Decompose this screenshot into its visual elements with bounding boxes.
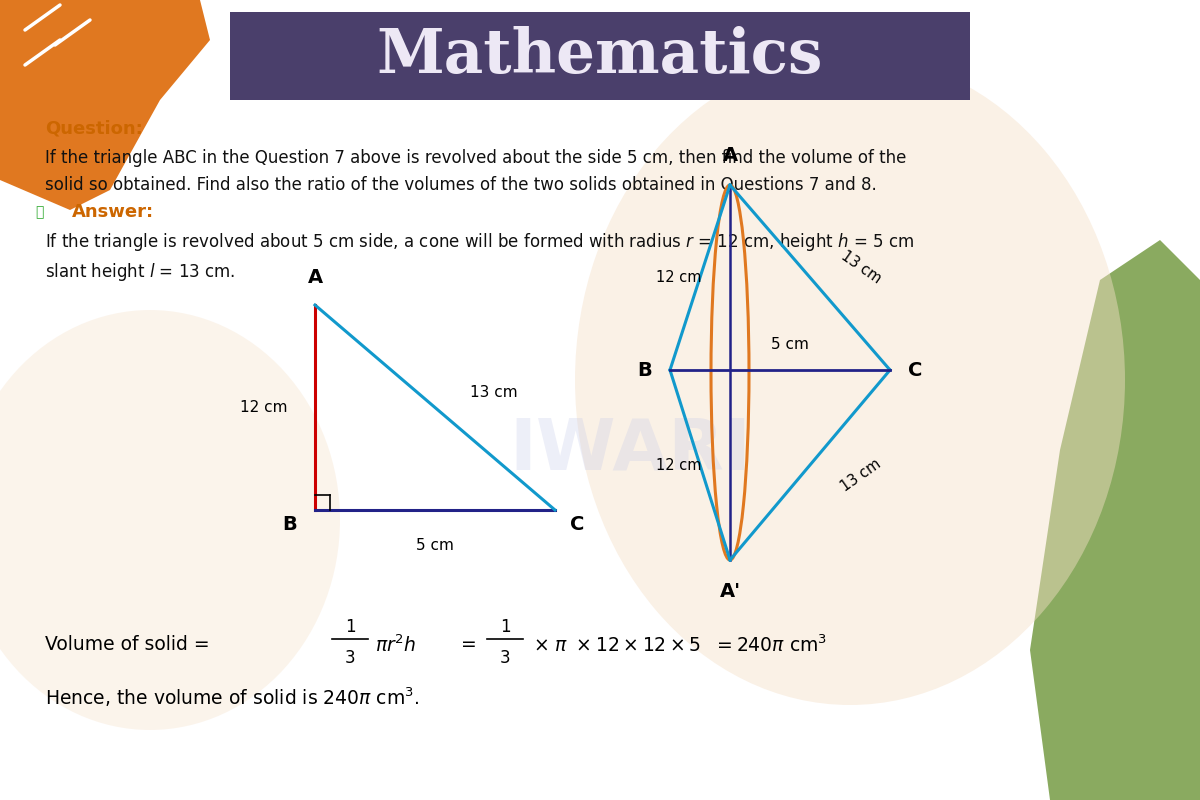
Text: 📝: 📝: [35, 205, 43, 219]
Text: =: =: [455, 635, 482, 654]
Text: Mathematics: Mathematics: [377, 26, 823, 86]
Text: Hence, the volume of solid is $240\pi$ cm$^3$.: Hence, the volume of solid is $240\pi$ c…: [46, 686, 420, 709]
Text: C: C: [570, 515, 584, 534]
Text: If the triangle is revolved about 5 cm side, a cone will be formed with radius $: If the triangle is revolved about 5 cm s…: [46, 231, 914, 253]
Text: slant height $l$ = 13 cm.: slant height $l$ = 13 cm.: [46, 261, 235, 283]
Polygon shape: [0, 0, 210, 210]
Text: A: A: [307, 268, 323, 287]
Text: 12 cm: 12 cm: [656, 458, 702, 473]
Text: IWARI: IWARI: [509, 415, 751, 485]
Text: B: B: [637, 361, 652, 379]
Text: A: A: [722, 146, 738, 165]
Text: solid so obtained. Find also the ratio of the volumes of the two solids obtained: solid so obtained. Find also the ratio o…: [46, 176, 877, 194]
Text: 13 cm: 13 cm: [838, 248, 883, 286]
Text: 5 cm: 5 cm: [416, 538, 454, 553]
FancyBboxPatch shape: [230, 12, 970, 100]
Text: 1: 1: [499, 618, 510, 636]
Text: A': A': [720, 582, 740, 601]
Text: Volume of solid =: Volume of solid =: [46, 635, 216, 654]
Text: $\times\ \pi\ \times 12 \times 12 \times 5\ \ = 240\pi\ \mathrm{cm}^3$: $\times\ \pi\ \times 12 \times 12 \times…: [533, 634, 827, 656]
Text: 12 cm: 12 cm: [656, 270, 702, 285]
Text: 12 cm: 12 cm: [240, 400, 287, 415]
Text: Answer:: Answer:: [72, 203, 154, 221]
Text: C: C: [908, 361, 923, 379]
Text: 3: 3: [344, 649, 355, 667]
Text: 13 cm: 13 cm: [838, 456, 883, 494]
Text: B: B: [282, 515, 298, 534]
Text: If the triangle ABC in the Question 7 above is revolved about the side 5 cm, the: If the triangle ABC in the Question 7 ab…: [46, 149, 906, 167]
Text: $\pi r^2 h$: $\pi r^2 h$: [374, 634, 416, 656]
Polygon shape: [1030, 240, 1200, 800]
Text: 5 cm: 5 cm: [772, 337, 809, 352]
Text: 3: 3: [499, 649, 510, 667]
Text: 1: 1: [344, 618, 355, 636]
Ellipse shape: [0, 310, 340, 730]
Ellipse shape: [575, 55, 1126, 705]
Text: 13 cm: 13 cm: [470, 385, 517, 400]
Text: Question:: Question:: [46, 119, 143, 137]
